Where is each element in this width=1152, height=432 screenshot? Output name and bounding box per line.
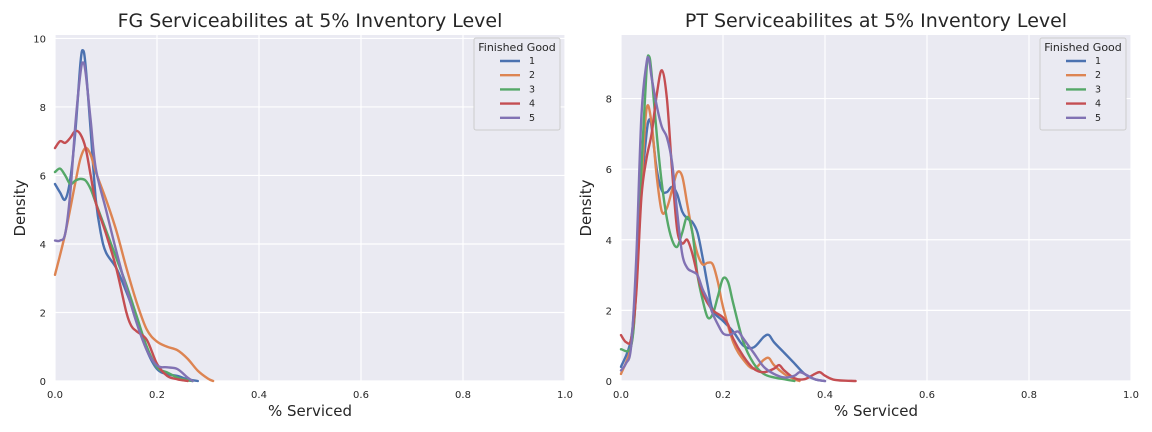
pt-y-tick-label: 8 (606, 95, 612, 106)
fg-y-tick-label: 6 (40, 171, 46, 182)
pt-chart-title: PT Serviceabilites at 5% Inventory Level (685, 10, 1067, 32)
fg-y-tick-label: 4 (40, 240, 46, 251)
fg-y-tick-label: 10 (33, 34, 46, 45)
pt-gridlines (620, 35, 1132, 382)
fg-legend-box (473, 37, 561, 131)
fg-x-tick-label: 0.0 (47, 390, 63, 401)
fg-legend-label-2: 2 (529, 70, 535, 81)
fg-y-tick-labels: 0 2 4 6 8 10 (33, 34, 46, 388)
fg-y-tick-label: 2 (40, 308, 46, 319)
pt-legend: Finished Good 1 2 3 4 5 (1039, 37, 1127, 131)
pt-y-axis-label: Density (577, 179, 595, 236)
pt-series-5-line (619, 55, 827, 383)
fg-y-tick-label: 0 (40, 377, 46, 388)
pt-legend-title: Finished Good (1044, 41, 1122, 54)
fg-series-lines (53, 48, 215, 383)
fg-series-4-line (53, 129, 189, 383)
pt-y-tick-labels: 0 2 4 6 8 (606, 95, 612, 388)
pt-legend-label-4: 4 (1095, 99, 1101, 110)
fg-series-2-line (53, 146, 215, 383)
pt-chart: 0.0 0.2 0.4 0.6 0.8 1.0 0 2 4 6 8 PT Serviceabili… (577, 10, 1139, 420)
pt-x-tick-label: 0.8 (1021, 390, 1037, 401)
fg-x-tick-label: 0.6 (353, 390, 369, 401)
pt-y-tick-label: 6 (606, 165, 612, 176)
pt-x-tick-label: 0.2 (715, 390, 731, 401)
fg-y-axis-label: Density (11, 179, 29, 236)
pt-series-2-line (619, 104, 801, 383)
pt-x-tick-label: 0.6 (919, 390, 935, 401)
pt-legend-items: 1 2 3 4 5 (1066, 56, 1101, 124)
pt-x-axis-label: % Serviced (834, 402, 918, 420)
fg-legend-label-4: 4 (529, 99, 535, 110)
pt-legend-label-1: 1 (1095, 56, 1101, 67)
pt-legend-label-2: 2 (1095, 70, 1101, 81)
fg-legend-label-5: 5 (529, 113, 535, 124)
pt-y-tick-label: 4 (606, 236, 612, 247)
fg-y-tick-label: 8 (40, 103, 46, 114)
pt-series-1-line (619, 117, 827, 383)
fg-x-tick-label: 0.2 (149, 390, 165, 401)
fg-legend-title: Finished Good (478, 41, 556, 54)
fg-chart: 0.0 0.2 0.4 0.6 0.8 1.0 0 2 4 6 8 10 FG Serviceabi… (11, 10, 573, 420)
pt-x-tick-label: 0.4 (817, 390, 833, 401)
pt-y-tick-label: 0 (606, 377, 612, 388)
fg-x-tick-labels: 0.0 0.2 0.4 0.6 0.8 1.0 (47, 390, 573, 401)
pt-legend-label-3: 3 (1095, 84, 1101, 95)
pt-legend-box (1039, 37, 1127, 131)
pt-series-lines (619, 54, 857, 383)
fg-x-tick-label: 0.4 (251, 390, 267, 401)
fg-x-axis-label: % Serviced (268, 402, 352, 420)
fg-series-5-line (53, 61, 194, 383)
pt-y-tick-label: 2 (606, 306, 612, 317)
pt-x-tick-label: 1.0 (1123, 390, 1139, 401)
fg-legend-items: 1 2 3 4 5 (500, 56, 535, 124)
fg-legend: Finished Good 1 2 3 4 5 (473, 37, 561, 131)
fg-legend-label-3: 3 (529, 84, 535, 95)
fg-chart-title: FG Serviceabilites at 5% Inventory Level (118, 10, 503, 32)
fg-x-tick-label: 1.0 (557, 390, 573, 401)
pt-legend-label-5: 5 (1095, 113, 1101, 124)
pt-x-tick-label: 0.0 (613, 390, 629, 401)
fg-legend-label-1: 1 (529, 56, 535, 67)
pt-x-tick-labels: 0.0 0.2 0.4 0.6 0.8 1.0 (613, 390, 1139, 401)
fg-x-tick-label: 0.8 (455, 390, 471, 401)
